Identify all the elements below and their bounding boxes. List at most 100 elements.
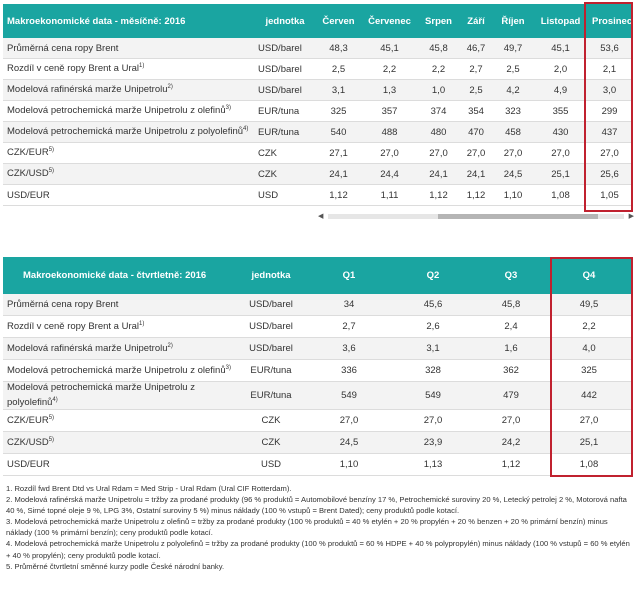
value-cell: 49,5 xyxy=(547,294,631,316)
row-label-text: CZK/USD xyxy=(7,437,49,449)
row-label-text: Rozdíl v ceně ropy Brent a Ural xyxy=(7,321,140,333)
value-cell: 362 xyxy=(475,359,547,382)
footnote-ref: 4) xyxy=(52,397,58,403)
table-row: Modelová petrochemická marže Unipetrolu … xyxy=(3,359,631,382)
value-cell: 437 xyxy=(588,121,631,143)
value-cell: 325 xyxy=(547,359,631,382)
unit-cell: CZK xyxy=(235,409,307,433)
column-header: Q4 xyxy=(547,257,631,294)
row-label-text: Rozdíl v ceně ropy Brent a Ural xyxy=(7,63,140,75)
value-cell: 2,2 xyxy=(418,58,459,80)
value-cell: 27,0 xyxy=(361,142,418,164)
row-label-text: Modelová rafinérská marže Unipetrolu xyxy=(7,84,168,96)
table-row: USD/EUR USD 1,10 1,13 1,12 1,08 xyxy=(3,453,631,477)
unit-cell: USD/barel xyxy=(254,58,316,80)
column-header: Říjen xyxy=(493,4,533,38)
value-cell: 480 xyxy=(418,121,459,143)
table-row: Modelová petrochemická marže Unipetrolu … xyxy=(3,121,631,143)
unit-cell: USD/barel xyxy=(235,294,307,316)
value-cell: 2,2 xyxy=(361,58,418,80)
column-header: Září xyxy=(459,4,493,38)
value-cell: 299 xyxy=(588,100,631,122)
scrollbar-thumb[interactable] xyxy=(438,214,598,219)
row-label-text: Průměrná cena ropy Brent xyxy=(7,299,119,310)
table-row: Rozdíl v ceně ropy Brent a Ural1) USD/bar… xyxy=(3,58,631,80)
value-cell: 1,12 xyxy=(316,184,361,206)
footnote-ref: 3) xyxy=(225,105,231,112)
table-row: CZK/EUR5) CZK 27,0 27,0 27,0 27,0 xyxy=(3,409,631,433)
value-cell: 27,0 xyxy=(459,142,493,164)
column-header: Prosinec xyxy=(588,4,632,38)
table-row: CZK/USD5) CZK 24,5 23,9 24,2 25,1 xyxy=(3,431,631,455)
row-label: USD/EUR xyxy=(3,184,254,206)
scroll-right-arrow-icon[interactable]: ▶ xyxy=(628,213,634,220)
value-cell: 24,5 xyxy=(493,163,533,185)
value-cell: 354 xyxy=(459,100,493,122)
quarterly-table-header: Makroekonomické data - čtvrtletně: 2016 j… xyxy=(3,257,631,294)
horizontal-scrollbar[interactable]: ◀ ▶ xyxy=(318,212,634,221)
footnote-ref: 4) xyxy=(243,126,249,133)
row-label-text: CZK/USD xyxy=(7,168,49,180)
value-cell: 3,6 xyxy=(307,337,391,360)
value-cell: 4,2 xyxy=(493,79,533,101)
row-label: Modelová rafinérská marže Unipetrolu2) xyxy=(3,337,235,360)
value-cell: 27,0 xyxy=(307,409,391,433)
footnote: 4. Modelová petrochemická marže Unipetro… xyxy=(6,539,630,560)
unit-cell: CZK xyxy=(235,431,307,455)
unit-cell: EUR/tuna xyxy=(235,359,307,382)
column-header: Makroekonomické data - měsíčně: 2016 xyxy=(3,4,254,38)
value-cell: 24,1 xyxy=(459,163,493,185)
value-cell: 1,10 xyxy=(307,453,391,477)
value-cell: 4,9 xyxy=(533,79,588,101)
value-cell: 45,8 xyxy=(475,294,547,316)
value-cell: 470 xyxy=(459,121,493,143)
value-cell: 355 xyxy=(533,100,588,122)
value-cell: 23,9 xyxy=(391,431,475,455)
value-cell: 3,1 xyxy=(316,79,361,101)
row-label: Průměrná cena ropy Brent xyxy=(3,294,235,316)
footnote-ref: 5) xyxy=(48,168,55,175)
column-header: jednotka xyxy=(254,4,316,38)
column-header: Q1 xyxy=(307,257,391,294)
value-cell: 549 xyxy=(391,381,475,411)
value-cell: 34 xyxy=(307,294,391,316)
value-cell: 45,8 xyxy=(418,38,459,59)
value-cell: 25,6 xyxy=(588,163,631,185)
unit-cell: USD/barel xyxy=(235,337,307,360)
value-cell: 540 xyxy=(316,121,361,143)
table-row: Rozdíl v ceně ropy Brent a Ural1) USD/bar… xyxy=(3,315,631,338)
value-cell: 2,0 xyxy=(533,58,588,80)
table-row: Modelová rafinérská marže Unipetrolu2) US… xyxy=(3,337,631,360)
value-cell: 479 xyxy=(475,381,547,411)
value-cell: 24,5 xyxy=(307,431,391,455)
value-cell: 45,1 xyxy=(361,38,418,59)
footnote: 2. Modelová rafinérská marže Unipetrolu … xyxy=(6,495,627,516)
monthly-table: Makroekonomické data - měsíčně: 2016 jedn… xyxy=(3,4,632,206)
value-cell: 488 xyxy=(361,121,418,143)
table-row: USD/EUR USD 1,12 1,11 1,12 1,12 1,10 1,08 1,05 xyxy=(3,184,631,206)
table-row: Modelová petrochemická marže Unipetrolu … xyxy=(3,381,631,411)
row-label: Modelová petrochemická marže Unipetrolu … xyxy=(3,359,235,382)
unit-cell: CZK xyxy=(254,163,316,185)
row-label-text: Modelová petrochemická marže Unipetrolu … xyxy=(7,365,226,377)
value-cell: 45,6 xyxy=(391,294,475,316)
table-row: CZK/USD5) CZK 24,1 24,4 24,1 24,1 24,5 25,1 25,6 xyxy=(3,163,631,185)
value-cell: 323 xyxy=(493,100,533,122)
value-cell: 1,08 xyxy=(547,453,631,477)
row-label: Modelová petrochemická marže Unipetrolu … xyxy=(3,381,235,411)
value-cell: 2,5 xyxy=(459,79,493,101)
value-cell: 325 xyxy=(316,100,361,122)
unit-cell: USD/barel xyxy=(235,315,307,338)
row-label-text: CZK/EUR xyxy=(7,147,49,159)
value-cell: 3,0 xyxy=(588,79,631,101)
row-label-text: Modelová petrochemická marže Unipetrolu … xyxy=(7,126,244,138)
value-cell: 2,7 xyxy=(307,315,391,338)
row-label: CZK/USD5) xyxy=(3,431,235,455)
value-cell: 48,3 xyxy=(316,38,361,59)
unit-cell: CZK xyxy=(254,142,316,164)
scroll-left-arrow-icon[interactable]: ◀ xyxy=(318,213,324,220)
row-label: CZK/USD5) xyxy=(3,163,254,185)
value-cell: 27,0 xyxy=(547,409,631,433)
value-cell: 336 xyxy=(307,359,391,382)
value-cell: 25,1 xyxy=(547,431,631,455)
